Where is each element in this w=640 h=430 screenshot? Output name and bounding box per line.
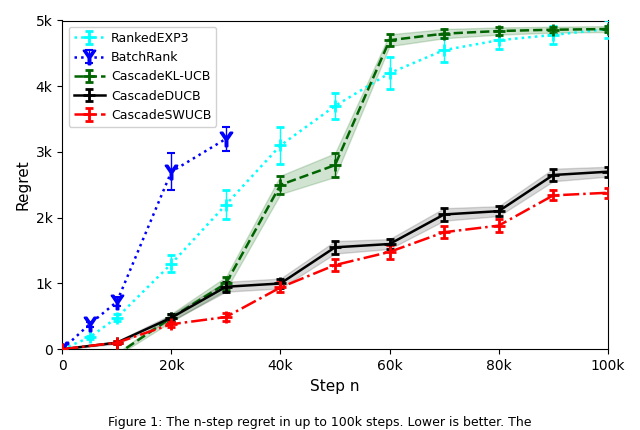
Legend: RankedEXP3, BatchRank, CascadeKL-UCB, CascadeDUCB, CascadeSWUCB: RankedEXP3, BatchRank, CascadeKL-UCB, Ca… — [68, 27, 216, 127]
Y-axis label: Regret: Regret — [15, 160, 30, 210]
X-axis label: Step n: Step n — [310, 378, 360, 393]
Text: Figure 1: The n-step regret in up to 100k steps. Lower is better. The: Figure 1: The n-step regret in up to 100… — [108, 416, 532, 429]
